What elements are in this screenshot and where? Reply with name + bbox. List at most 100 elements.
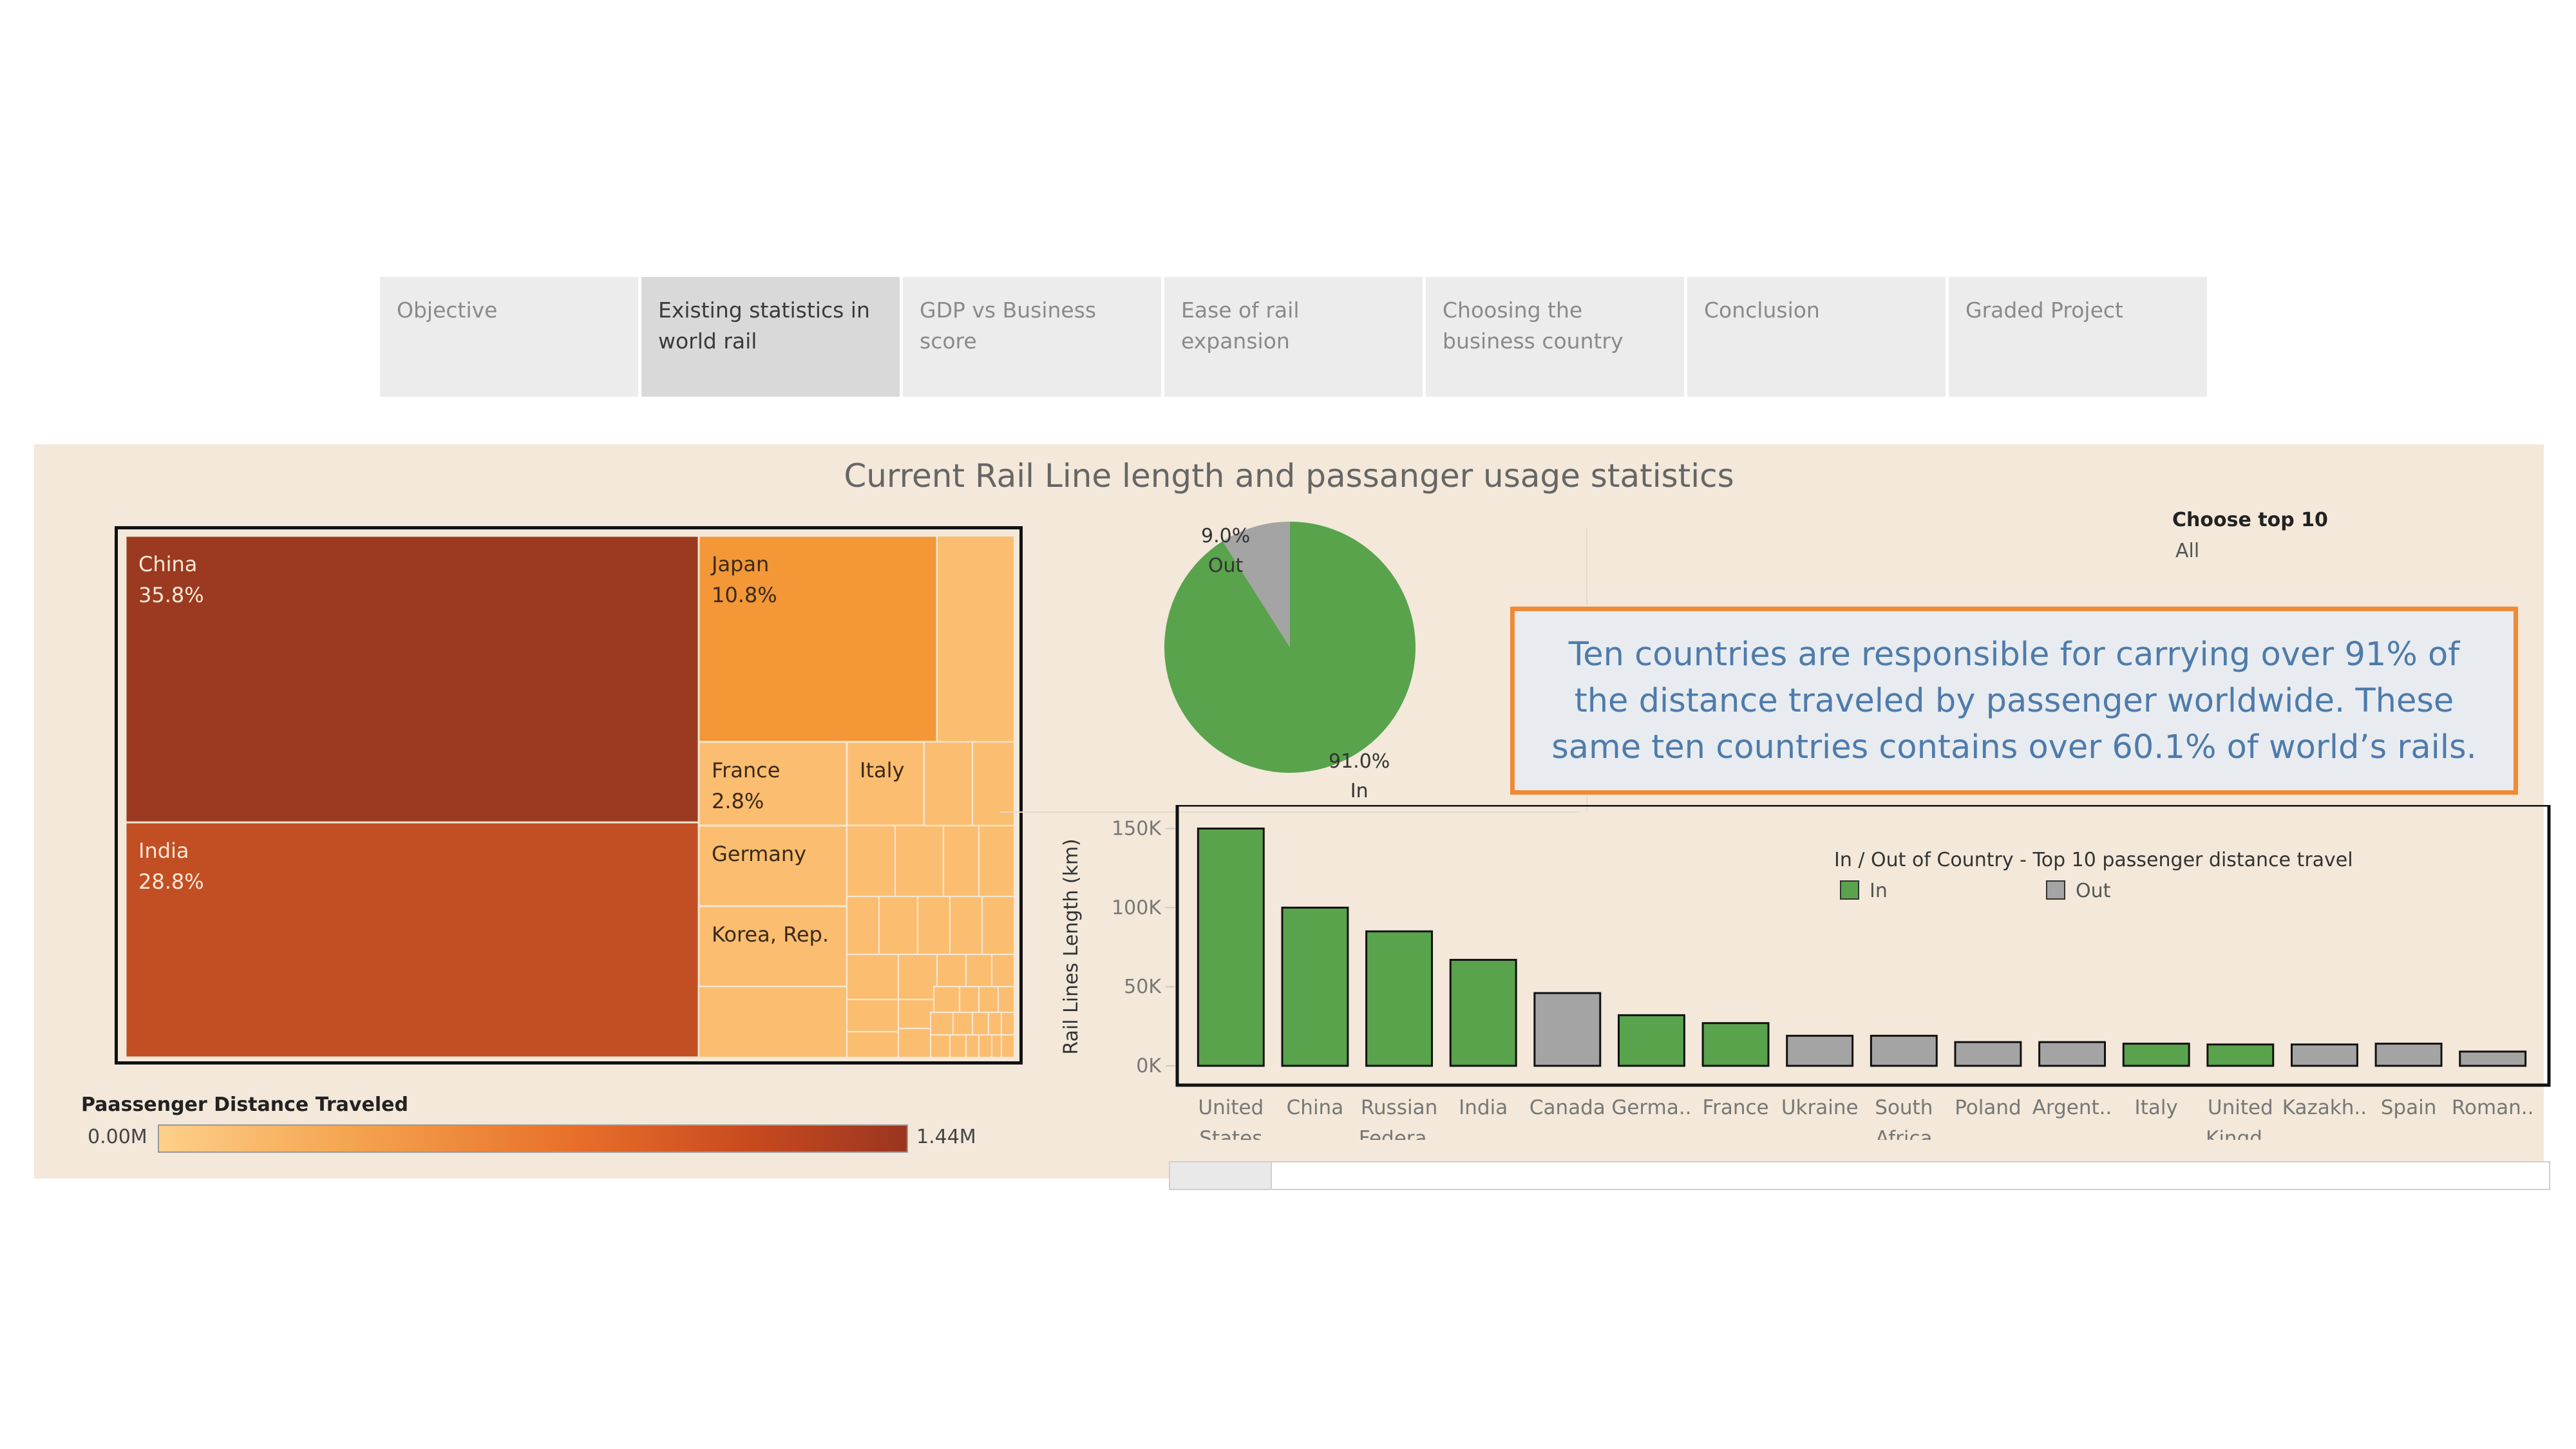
dashboard-title: Current Rail Line length and passanger u… (844, 457, 1734, 495)
tab-conclusion[interactable]: Conclusion (1687, 277, 1946, 397)
rail-length-bar-chart[interactable]: Rail Lines Length (km) 0K 50K 100K 150K Unite… (1042, 805, 2552, 1140)
x-tick-label: Argent.. (2032, 1096, 2112, 1119)
bar (1870, 1034, 1938, 1067)
x-tick-label: Canada (1530, 1096, 1605, 1119)
x-tick-label: Kingd.. (2206, 1127, 2275, 1140)
treemap-tile-rect (697, 741, 848, 827)
treemap-tile-small (1000, 1011, 1014, 1036)
scrollbar-thumb[interactable] (1170, 1162, 1272, 1189)
treemap-tile-small (846, 998, 900, 1033)
bar (1701, 1022, 1770, 1067)
dashboard-panel: Current Rail Line length and passanger u… (34, 444, 2551, 1190)
top10-filter-dropdown[interactable]: All (2175, 540, 2200, 562)
treemap-tile-small (965, 1034, 980, 1057)
treemap-tile-small (846, 953, 900, 1001)
pie-label-value: 9.0% (1201, 525, 1251, 547)
bar-legend-swatch (2046, 880, 2065, 900)
x-tick-label: Ukraine (1781, 1096, 1859, 1119)
x-tick-label: States (1199, 1127, 1262, 1140)
x-tick-label: Italy (2135, 1096, 2178, 1119)
treemap-tile: Germany (697, 824, 848, 907)
horizontal-scrollbar[interactable] (1169, 1161, 2550, 1190)
bar (1281, 906, 1349, 1067)
treemap-tile-name: Japan (710, 552, 769, 576)
treemap-tile-name: India (138, 838, 189, 863)
x-tick-label: Africa (1875, 1127, 1932, 1140)
bar (2459, 1050, 2527, 1067)
color-legend-title: Paassenger Distance Traveled (81, 1094, 408, 1116)
pie-slice-out (1222, 522, 1290, 647)
treemap-tile-small (1000, 1034, 1014, 1057)
treemap-chart[interactable]: China 35.8% India 28.8% Japan 10.8% France 2.8%… (126, 536, 1014, 1057)
bar (1954, 1041, 2022, 1067)
y-axis-label: Rail Lines Length (km) (1060, 838, 1083, 1054)
treemap-tile-rect (697, 905, 848, 988)
x-tick-label: China (1287, 1096, 1344, 1119)
treemap-tile-small (936, 953, 967, 988)
x-tick-label: United (1198, 1096, 1264, 1119)
treemap-tile-small (971, 741, 1014, 827)
treemap-tile-small (981, 895, 1014, 956)
treemap-tile-small (846, 895, 880, 956)
tab-choosing-country[interactable]: Choosing the business country (1426, 277, 1684, 397)
x-tick-label: Germa.. (1611, 1096, 1691, 1119)
x-tick-label: India (1459, 1096, 1508, 1119)
treemap-tile-small (990, 953, 1014, 988)
tab-existing-statistics[interactable]: Existing statistics in world rail (641, 277, 900, 397)
treemap-tile-small (846, 824, 896, 898)
bar (1365, 930, 1434, 1067)
treemap-tile-name: Italy (860, 758, 904, 782)
treemap-tile-small (916, 895, 951, 956)
treemap-tile-small (897, 1027, 932, 1057)
bar (1533, 992, 1602, 1067)
x-tick-label: United (2208, 1096, 2273, 1119)
bar-chart-frame (1175, 805, 2551, 1087)
x-tick-label: Kazakh.. (2282, 1096, 2367, 1119)
treemap-tile: Italy (846, 741, 925, 827)
treemap-tile-small (929, 1034, 951, 1057)
color-legend-min: 0.00M (88, 1126, 147, 1148)
treemap-tile-rect (846, 741, 925, 827)
treemap-frame: China 35.8% India 28.8% Japan 10.8% France 2.8%… (115, 526, 1023, 1065)
treemap-tile-small (997, 985, 1014, 1014)
treemap-tile-small (897, 953, 938, 1001)
bar-legend-swatch (1840, 880, 1859, 900)
treemap-tile-small (958, 985, 980, 1014)
treemap-tile-value: 10.8% (712, 583, 777, 607)
treemap-tile-small (894, 824, 945, 898)
bar (2122, 1043, 2190, 1067)
x-tick-label: Poland (1955, 1096, 2022, 1119)
treemap-tile-small (878, 895, 919, 956)
tab-graded-project[interactable]: Graded Project (1949, 277, 2207, 397)
treemap-tile-small (965, 953, 993, 988)
bar (1449, 958, 1517, 1067)
treemap-tile-small (978, 824, 1014, 898)
treemap-tile-name: Korea, Rep. (712, 922, 829, 947)
treemap-tile-small (846, 1030, 900, 1057)
treemap-tile-small (897, 998, 935, 1030)
tab-gdp-vs-business[interactable]: GDP vs Business score (903, 277, 1161, 397)
treemap-tile-small (949, 895, 983, 956)
x-tick-label: Russian (1361, 1096, 1437, 1119)
treemap-tile-small (949, 1034, 967, 1057)
treemap-tile-value: 35.8% (138, 583, 204, 607)
treemap-tile: Japan 10.8% (697, 536, 938, 743)
pie-label-value: 91.0% (1329, 750, 1390, 773)
bar (2038, 1041, 2107, 1067)
tab-objective[interactable]: Objective (380, 277, 638, 397)
y-tick-label: 100K (1112, 896, 1162, 919)
bar (1617, 1014, 1685, 1067)
x-tick-label: Roman.. (2452, 1096, 2534, 1119)
color-legend-gradient (158, 1124, 908, 1153)
story-tabs: Objective Existing statistics in world r… (380, 277, 2207, 397)
pie-chart[interactable] (1158, 515, 1422, 779)
treemap-tile-small (697, 985, 848, 1057)
filter-title: Choose top 10 (2172, 509, 2328, 531)
x-tick-label: South (1875, 1096, 1933, 1119)
divider (1000, 811, 1580, 813)
x-tick-label: France (1703, 1096, 1769, 1119)
x-tick-label: Spain (2381, 1096, 2437, 1119)
treemap-tile-small (936, 536, 1014, 743)
treemap-tile-small (987, 1011, 1003, 1036)
tab-ease-of-rail-expansion[interactable]: Ease of rail expansion (1164, 277, 1423, 397)
